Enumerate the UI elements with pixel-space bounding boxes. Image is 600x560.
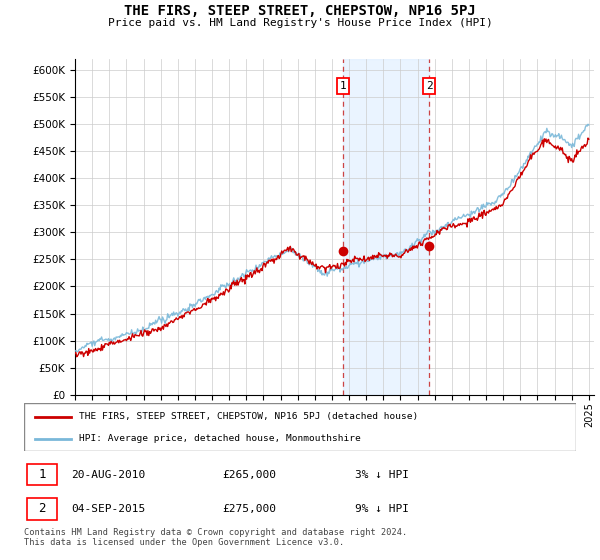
Text: £275,000: £275,000 (223, 504, 277, 514)
Text: THE FIRS, STEEP STREET, CHEPSTOW, NP16 5PJ (detached house): THE FIRS, STEEP STREET, CHEPSTOW, NP16 5… (79, 412, 418, 421)
Text: Price paid vs. HM Land Registry's House Price Index (HPI): Price paid vs. HM Land Registry's House … (107, 18, 493, 28)
FancyBboxPatch shape (27, 464, 57, 486)
Text: HPI: Average price, detached house, Monmouthshire: HPI: Average price, detached house, Monm… (79, 435, 361, 444)
Text: 04-SEP-2015: 04-SEP-2015 (71, 504, 145, 514)
Text: THE FIRS, STEEP STREET, CHEPSTOW, NP16 5PJ: THE FIRS, STEEP STREET, CHEPSTOW, NP16 5… (124, 4, 476, 18)
Text: 9% ↓ HPI: 9% ↓ HPI (355, 504, 409, 514)
Text: Contains HM Land Registry data © Crown copyright and database right 2024.
This d: Contains HM Land Registry data © Crown c… (24, 528, 407, 547)
Text: 2: 2 (425, 81, 433, 91)
FancyBboxPatch shape (27, 498, 57, 520)
Text: 3% ↓ HPI: 3% ↓ HPI (355, 469, 409, 479)
FancyBboxPatch shape (24, 403, 576, 451)
Text: 2: 2 (38, 502, 46, 515)
Text: £265,000: £265,000 (223, 469, 277, 479)
Text: 1: 1 (38, 468, 46, 481)
Text: 1: 1 (340, 81, 346, 91)
Text: 20-AUG-2010: 20-AUG-2010 (71, 469, 145, 479)
